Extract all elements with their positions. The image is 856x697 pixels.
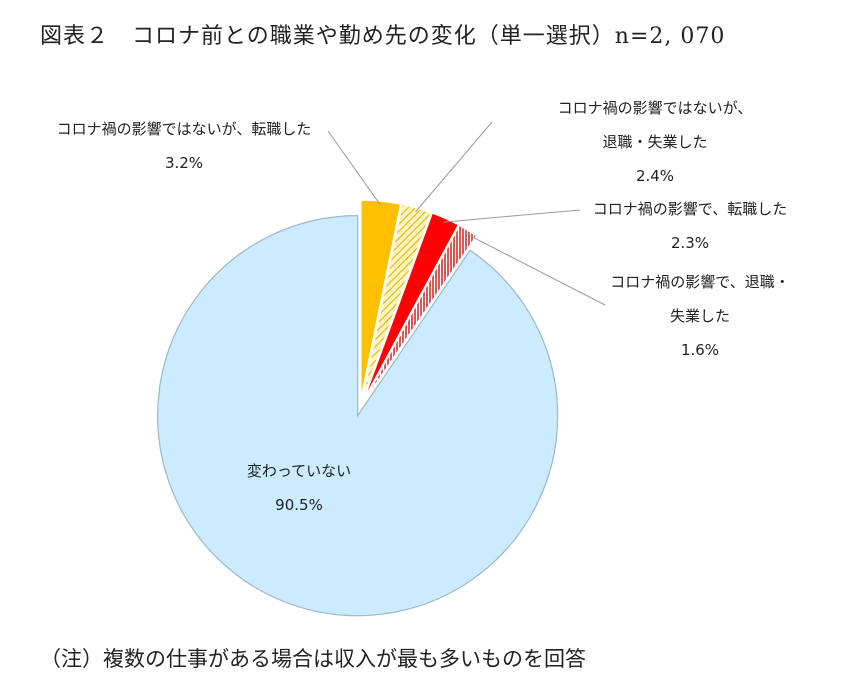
slice-covid-job-change (362, 211, 460, 402)
slice-not-covid-job-change (360, 199, 402, 401)
leader-line (415, 121, 493, 213)
data-label-category: 変わっていない (247, 462, 351, 480)
leader-line (443, 209, 581, 223)
data-label-category: コロナ禍の影響で、転職した (593, 200, 787, 218)
data-label-value: 3.2% (165, 154, 203, 172)
slice-covid-quit (363, 224, 478, 402)
data-label-category: 退職・失業した (602, 133, 707, 151)
data-label-value: 90.5% (275, 496, 323, 514)
data-label-value: 2.4% (636, 167, 674, 185)
chart-footnote: （注）複数の仕事がある場合は収入が最も多いものを回答 (40, 647, 586, 671)
slice-unchanged (157, 215, 559, 617)
data-label-category: コロナ禍の影響で、退職・ (610, 273, 789, 291)
data-label-value: 1.6% (681, 341, 719, 359)
data-label-category: 失業した (670, 307, 730, 325)
chart-title: 図表２ コロナ前との職業や勤め先の変化（単一選択）n=2, 070 (40, 24, 726, 49)
leader-line (327, 130, 381, 206)
data-label-category: コロナ禍の影響ではないが、転職した (57, 120, 312, 138)
data-label-category: コロナ禍の影響ではないが、 (558, 99, 753, 117)
leader-line (465, 233, 606, 306)
slice-not-covid-quit (361, 203, 433, 401)
data-label-value: 2.3% (671, 234, 709, 252)
